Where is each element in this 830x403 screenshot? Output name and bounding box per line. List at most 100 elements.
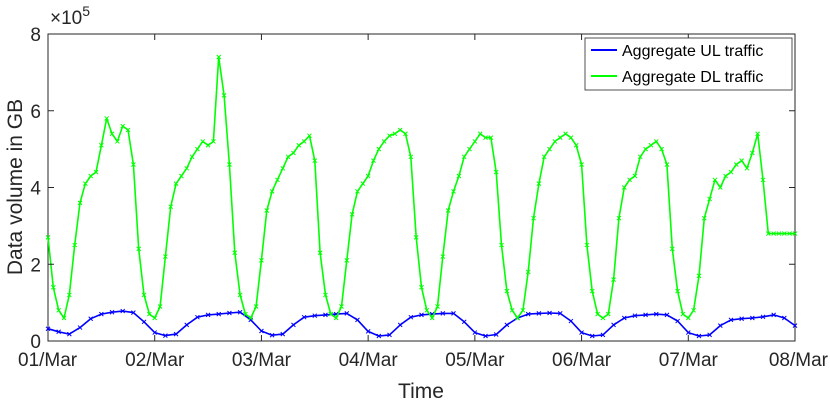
data-point [237, 309, 243, 315]
data-point [600, 315, 606, 321]
data-point [141, 292, 147, 298]
data-point [371, 158, 376, 163]
data-point [451, 311, 456, 316]
data-point [216, 54, 222, 60]
x-axis-label: Time [398, 380, 444, 403]
data-point [328, 311, 334, 317]
data-point [717, 185, 723, 190]
data-point [413, 235, 419, 240]
data-point [280, 331, 286, 337]
data-point [435, 304, 440, 309]
data-point [323, 312, 328, 318]
data-point [424, 307, 430, 313]
data-point [387, 332, 392, 338]
data-point [584, 242, 590, 248]
data-point [173, 181, 179, 187]
data-point [744, 165, 750, 171]
data-point [50, 284, 56, 290]
data-point [536, 181, 542, 187]
data-point [536, 311, 542, 316]
data-point [483, 333, 488, 339]
data-point [109, 131, 115, 137]
data-point [605, 311, 611, 317]
data-point [760, 177, 766, 183]
data-point [408, 314, 414, 320]
data-point [168, 204, 174, 210]
data-point [472, 330, 478, 335]
data-point [136, 246, 142, 252]
data-point [509, 307, 515, 313]
data-point [595, 311, 600, 317]
data-point [376, 146, 382, 152]
data-point [451, 188, 456, 194]
data-point [611, 322, 616, 328]
data-point [120, 308, 126, 314]
data-point [600, 332, 606, 338]
data-point [499, 242, 504, 248]
data-point [397, 322, 403, 328]
data-point [93, 169, 99, 175]
data-point [152, 315, 158, 321]
data-point [755, 131, 761, 137]
data-point [467, 146, 472, 152]
data-point [611, 277, 616, 282]
data-point [461, 154, 467, 160]
data-point [189, 154, 195, 160]
y-tick-label: 6 [30, 102, 41, 123]
data-point [163, 333, 168, 338]
data-point [525, 311, 531, 317]
y-tick-label: 8 [30, 25, 41, 46]
data-point [547, 146, 552, 152]
y-tick-label: 2 [30, 255, 41, 276]
data-point [45, 235, 51, 240]
data-point [397, 127, 403, 133]
data-point [339, 304, 344, 309]
data-point [541, 154, 547, 160]
data-point [61, 315, 67, 321]
data-point [573, 142, 579, 148]
data-point [376, 333, 382, 339]
data-point [269, 332, 275, 338]
data-point [440, 254, 446, 259]
data-point [216, 311, 222, 317]
data-point [387, 133, 392, 139]
legend-box [584, 37, 793, 91]
data-point [195, 314, 200, 320]
data-point [381, 139, 387, 144]
data-point [568, 318, 574, 324]
data-point [643, 146, 648, 152]
data-point [552, 139, 558, 144]
data-point [173, 331, 179, 337]
data-point [184, 165, 190, 171]
data-point [461, 319, 467, 325]
data-point [781, 315, 787, 321]
data-point [77, 200, 83, 206]
data-point [621, 185, 627, 190]
data-point [104, 116, 110, 121]
data-point [648, 142, 654, 148]
x-tick-label: 05/Mar [445, 350, 505, 371]
data-point [728, 169, 734, 175]
x-tick-label: 02/Mar [125, 350, 185, 371]
data-point [200, 139, 206, 144]
data-point [333, 315, 339, 321]
data-point [291, 322, 296, 328]
data-point [131, 310, 136, 315]
data-point [781, 231, 787, 236]
data-point [771, 231, 777, 236]
y-tick-label: 4 [30, 179, 41, 200]
data-point [408, 154, 414, 160]
data-point [344, 311, 350, 316]
data-point [211, 139, 216, 144]
data-point [691, 307, 696, 313]
data-point [312, 158, 318, 163]
data-point [88, 316, 94, 322]
data-point [520, 307, 526, 313]
data-point [125, 127, 131, 133]
data-point [664, 162, 670, 167]
legend-label-dl: Aggregate DL traffic [622, 69, 763, 86]
data-point [621, 315, 627, 321]
data-point [248, 317, 254, 323]
data-point [477, 131, 483, 137]
data-point [637, 154, 643, 160]
